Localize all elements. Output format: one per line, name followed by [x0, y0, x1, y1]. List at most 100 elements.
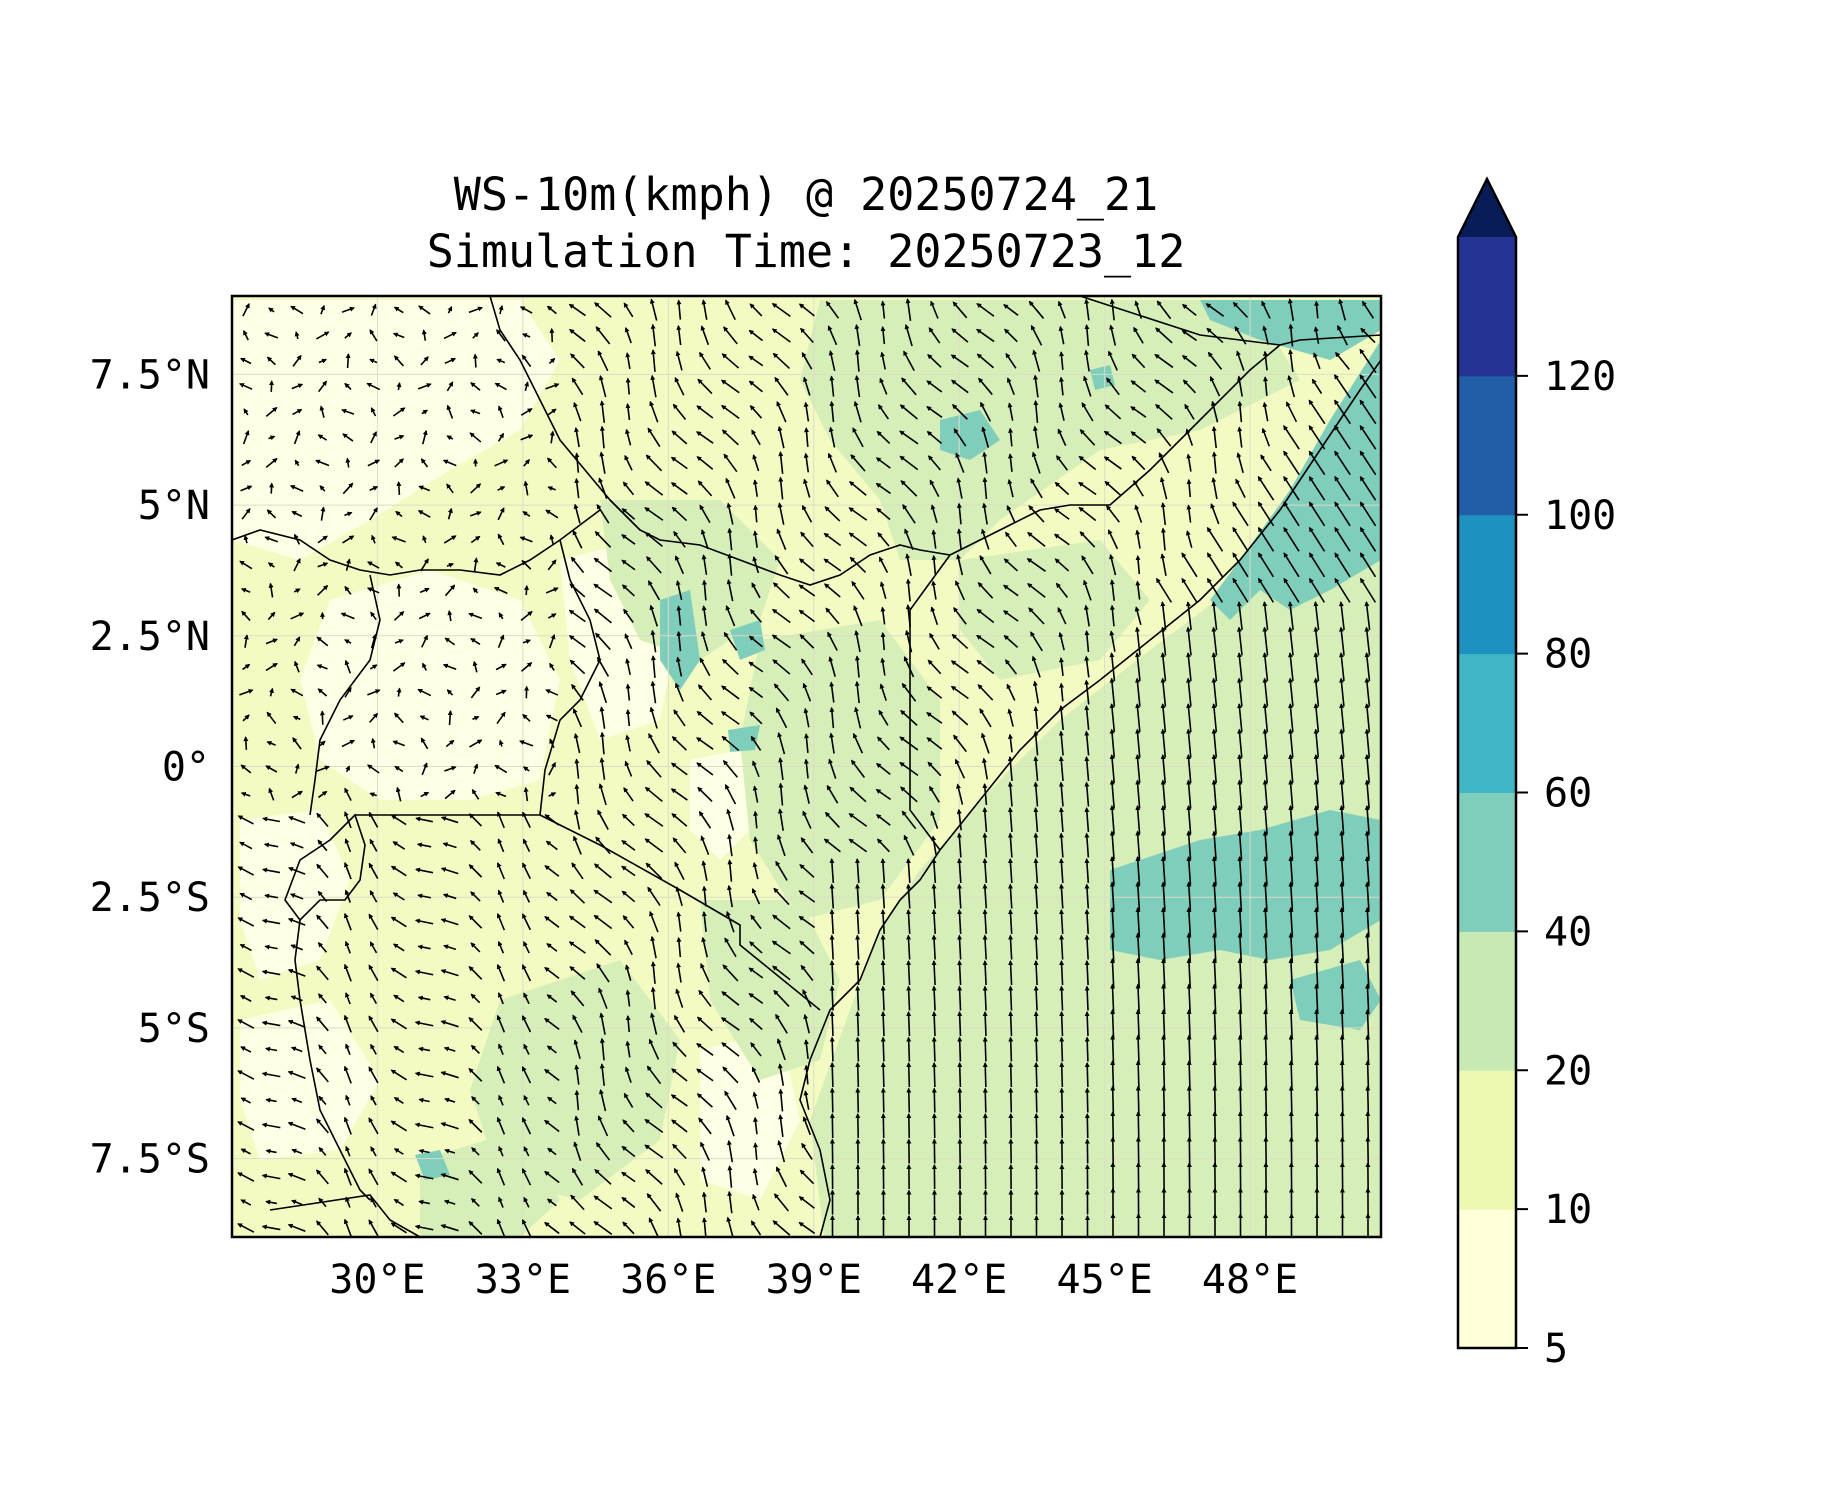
- wind-arrow: [293, 636, 301, 647]
- wind-arrow: [1056, 455, 1068, 471]
- wind-arrow: [623, 302, 634, 318]
- wind-arrow: [625, 658, 632, 676]
- wind-arrow: [1335, 351, 1350, 370]
- wind-arrow: [392, 332, 405, 339]
- y-tick-label: 5°N: [138, 483, 210, 529]
- wind-arrow: [522, 510, 531, 518]
- wind-arrow: [650, 629, 657, 653]
- wind-arrow: [345, 353, 351, 369]
- wind-arrow: [701, 299, 708, 320]
- wind-arrow: [319, 710, 325, 725]
- wind-arrow: [419, 715, 429, 721]
- wind-arrow: [442, 459, 457, 467]
- wind-arrow: [697, 480, 713, 497]
- wind-arrow: [1008, 985, 1014, 1011]
- wind-arrow: [649, 706, 658, 729]
- wind-arrow: [951, 710, 969, 726]
- wind-arrow: [829, 706, 835, 729]
- wind-arrow: [468, 306, 483, 314]
- wind-arrow: [1339, 1034, 1345, 1064]
- wind-arrow: [950, 379, 969, 394]
- wind-arrow: [982, 1011, 988, 1037]
- moderate-region-north-kenya: [740, 620, 940, 920]
- wind-arrow: [1334, 577, 1351, 603]
- wind-arrow: [899, 430, 919, 445]
- wind-arrow: [900, 480, 918, 497]
- wind-arrow: [771, 634, 791, 649]
- wind-arrow: [849, 556, 867, 574]
- wind-arrow: [317, 380, 328, 393]
- wind-arrow: [696, 431, 714, 444]
- wind-arrow: [777, 425, 785, 449]
- wind-arrow: [367, 689, 381, 696]
- wind-arrow: [1364, 677, 1371, 707]
- wind-arrow: [568, 303, 586, 317]
- wind-arrow: [472, 332, 479, 339]
- wind-arrow: [370, 407, 377, 417]
- wind-arrow: [393, 611, 405, 621]
- wind-arrow: [294, 459, 300, 467]
- wind-arrow: [1156, 428, 1172, 447]
- wind-arrow: [1334, 501, 1351, 527]
- wind-arrow: [1028, 607, 1045, 625]
- wind-arrow: [798, 558, 815, 572]
- wind-arrow: [823, 532, 842, 547]
- wind-arrow: [1083, 375, 1092, 397]
- wind-arrow: [1109, 553, 1117, 576]
- wind-arrow: [1130, 380, 1147, 393]
- wind-arrow: [1236, 626, 1243, 656]
- wind-arrow: [1308, 577, 1326, 603]
- wind-arrow: [1110, 1060, 1116, 1090]
- wind-arrow: [243, 736, 249, 750]
- wind-arrow: [700, 631, 709, 652]
- wind-arrow: [268, 582, 274, 598]
- wind-arrow: [650, 323, 657, 347]
- wind-arrow: [1078, 455, 1097, 471]
- wind-arrow: [593, 583, 613, 598]
- wind-arrow: [1160, 703, 1167, 733]
- wind-arrow: [493, 586, 508, 595]
- wind-arrow: [1339, 1111, 1345, 1141]
- wind-arrow: [956, 528, 962, 550]
- wind-arrow: [1359, 424, 1377, 450]
- wind-arrow: [855, 1087, 861, 1113]
- wind-arrow: [1135, 1085, 1141, 1115]
- wind-arrow: [292, 715, 301, 721]
- wind-arrow: [1181, 355, 1197, 367]
- wind-arrow: [880, 657, 886, 676]
- wind-arrow: [1232, 577, 1249, 603]
- y-tick-label: 5°S: [138, 1006, 210, 1052]
- wind-arrow: [1236, 350, 1245, 371]
- wind-arrow: [752, 479, 759, 497]
- wind-arrow: [392, 740, 405, 747]
- wind-arrow: [393, 355, 405, 367]
- wind-arrow: [982, 477, 988, 500]
- wind-arrow: [1287, 374, 1296, 398]
- wind-arrow: [574, 452, 580, 473]
- calm-region-northwest: [232, 300, 560, 560]
- wind-arrow: [675, 580, 683, 601]
- wind-arrow: [778, 451, 784, 474]
- wind-arrow: [625, 709, 631, 727]
- wind-arrow: [344, 639, 352, 644]
- wind-arrow: [1185, 530, 1193, 549]
- wind-arrow: [723, 326, 738, 345]
- wind-arrow: [1232, 526, 1249, 552]
- wind-arrow: [417, 383, 432, 390]
- wind-arrow: [498, 612, 504, 620]
- wind-arrow: [855, 1062, 861, 1088]
- wind-arrow: [1262, 703, 1269, 733]
- strong-region-east-ocean: [1110, 810, 1381, 960]
- wind-arrow: [497, 634, 505, 649]
- wind-arrow: [854, 374, 861, 398]
- colorbar-bin: [1458, 375, 1516, 516]
- wind-arrow: [931, 529, 937, 549]
- wind-arrow: [931, 1087, 937, 1113]
- wind-arrow: [776, 401, 787, 423]
- wind-arrow: [1110, 1034, 1116, 1064]
- wind-arrow: [240, 357, 252, 365]
- wind-arrow: [469, 511, 482, 517]
- wind-arrow: [1155, 577, 1173, 603]
- wind-arrow: [803, 401, 810, 422]
- wind-arrow: [1210, 503, 1220, 525]
